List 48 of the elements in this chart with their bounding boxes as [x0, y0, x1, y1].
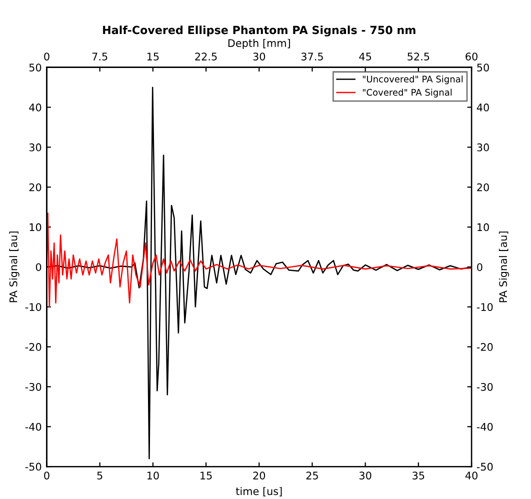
x-tick-label: 35: [412, 472, 424, 480]
y2-tick-label: 30: [477, 143, 489, 152]
x-tick-label: 40: [465, 472, 478, 480]
x-tick-label: 10: [147, 472, 159, 480]
y-tick-label: -10: [25, 303, 42, 311]
x2-tick-label: 60: [466, 52, 478, 60]
x2-tick-label: 7.5: [92, 52, 108, 60]
y-tick-label: -50: [25, 462, 42, 471]
y2-tick-label: 40: [476, 104, 489, 112]
x2-tick-label: 45: [359, 52, 372, 60]
x-tick-label: 5: [97, 472, 102, 480]
x2-tick-label: 30: [253, 52, 266, 60]
y-tick-label: 40: [29, 104, 42, 112]
y2-tick-label: -40: [476, 422, 493, 431]
y-tick-label: -20: [25, 343, 42, 351]
y-tick-label: 30: [29, 143, 42, 152]
line-series: [46, 212, 472, 308]
y2-tick-label: -30: [476, 382, 493, 391]
x-tick-label: 15: [200, 472, 212, 480]
y-tick-label: -30: [25, 382, 42, 391]
y-tick-label: 0: [36, 263, 42, 272]
y-tick-label: -40: [25, 422, 42, 431]
chart-title: Half-Covered Ellipse Phantom PA Signals - 750 nm: [103, 26, 416, 36]
y2-tick-label: 20: [477, 183, 489, 192]
y2-axis-title: PA Signal [au]: [498, 232, 510, 302]
x-tick-label: 30: [359, 472, 372, 480]
y2-tick-label: -50: [476, 462, 493, 471]
x2-tick-label: 15: [147, 52, 159, 60]
x-tick-label: 25: [306, 472, 318, 480]
y-tick-label: 20: [29, 183, 42, 192]
y-tick-label: 50: [29, 64, 42, 72]
y2-tick-label: 0: [477, 263, 482, 272]
y2-tick-label: -10: [476, 303, 493, 311]
x2-axis-title: Depth [mm]: [228, 38, 290, 50]
x2-tick-label: 0: [44, 52, 50, 60]
x-axis-title: time [us]: [236, 487, 282, 496]
x2-tick-label: 22.5: [195, 52, 217, 60]
legend-label: "Covered" PA Signal: [362, 88, 452, 98]
y-axis-title: PA Signal [au]: [9, 232, 20, 302]
x-tick-label: 20: [253, 472, 266, 480]
x-tick-label: 0: [44, 472, 50, 480]
x2-tick-label: 37.5: [301, 52, 323, 60]
y2-tick-label: -20: [476, 343, 493, 351]
legend-label: "Uncovered" PA Signal: [362, 75, 463, 84]
x2-tick-label: 52.5: [408, 52, 430, 60]
y2-tick-label: 10: [478, 223, 489, 232]
y2-tick-label: 50: [477, 64, 489, 72]
y-tick-label: 10: [30, 223, 42, 232]
